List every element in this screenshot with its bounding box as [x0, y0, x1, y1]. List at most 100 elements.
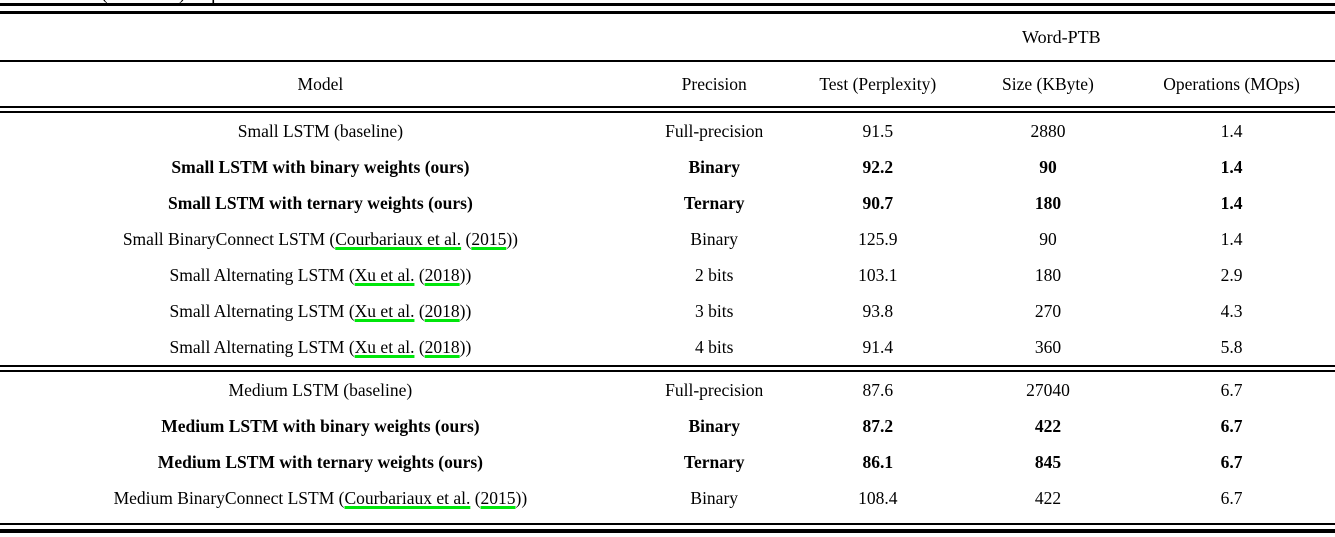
- model-name-text: (: [414, 264, 425, 285]
- citation-link[interactable]: Xu et al.: [354, 264, 415, 285]
- operations-mops-cell: 1.4: [1220, 120, 1243, 141]
- model-cell: Medium LSTM (baseline): [0, 369, 641, 409]
- citation-year-link[interactable]: 2018: [424, 264, 460, 285]
- precision-cell: Binary: [690, 228, 739, 249]
- model-cell: Small LSTM with ternary weights (ours): [0, 185, 641, 221]
- group-header-spacer: [0, 14, 788, 62]
- citation-link[interactable]: Xu et al.: [354, 300, 415, 321]
- precision-cell: Binary: [688, 415, 740, 436]
- model-cell: Small BinaryConnect LSTM (Courbariaux et…: [0, 221, 641, 257]
- operations-mops-cell: 4.3: [1220, 300, 1243, 321]
- table-row: Medium LSTM (baseline) Full-precision 87…: [0, 369, 1335, 409]
- test-perplexity-cell: 103.1: [858, 264, 898, 285]
- model-cell: Small Alternating LSTM (Xu et al. (2018)…: [0, 257, 641, 293]
- citation-year-link[interactable]: 2018: [424, 300, 460, 321]
- column-header-precision: Precision: [640, 61, 788, 113]
- model-name-text: )): [506, 228, 518, 249]
- test-perplexity-cell: 91.5: [862, 120, 894, 141]
- citation-link[interactable]: Xu et al.: [354, 336, 415, 357]
- model-name-text: Small BinaryConnect LSTM (: [122, 228, 336, 249]
- operations-mops-cell: 6.7: [1220, 487, 1243, 508]
- precision-cell: Full-precision: [665, 120, 764, 141]
- table-row: Small LSTM with binary weights (ours) Bi…: [0, 149, 1335, 185]
- size-kbyte-cell: 845: [1034, 451, 1062, 472]
- operations-mops-cell: 6.7: [1220, 415, 1243, 436]
- table-row: Medium LSTM with ternary weights (ours) …: [0, 444, 1335, 480]
- model-cell: Medium BinaryConnect LSTM (Courbariaux e…: [0, 480, 641, 516]
- operations-mops-cell: 1.4: [1220, 156, 1243, 177]
- model-name-text: Small LSTM with ternary weights (ours): [168, 192, 473, 213]
- model-name-text: )): [459, 300, 472, 321]
- citation-year-link[interactable]: 2015: [471, 228, 507, 249]
- column-header-operations-mops: Operations (MOps): [1128, 61, 1335, 113]
- operations-mops-cell: 5.8: [1220, 336, 1243, 357]
- results-table: Word-PTB Model Precision Test (Perplexit…: [0, 14, 1335, 516]
- test-perplexity-cell: 125.9: [858, 228, 898, 249]
- small-models-section: Small LSTM (baseline) Full-precision 91.…: [0, 110, 1335, 369]
- precision-cell: Binary: [690, 487, 739, 508]
- column-header-size-kbyte: Size (KByte): [967, 61, 1129, 113]
- table-top-double-rule: [0, 3, 1335, 14]
- model-name-text: (: [470, 487, 481, 508]
- size-kbyte-cell: 180: [1034, 192, 1062, 213]
- size-kbyte-cell: 270: [1034, 300, 1062, 321]
- test-perplexity-cell: 87.2: [862, 415, 894, 436]
- citation-year-link[interactable]: 2018: [424, 336, 460, 357]
- medium-models-section: Medium LSTM (baseline) Full-precision 87…: [0, 368, 1335, 517]
- table-row: Small LSTM (baseline) Full-precision 91.…: [0, 110, 1335, 150]
- model-cell: Small LSTM (baseline): [0, 110, 641, 150]
- table-row: Small Alternating LSTM (Xu et al. (2018)…: [0, 329, 1335, 369]
- operations-mops-cell: 6.7: [1220, 451, 1243, 472]
- model-name-text: Medium LSTM with binary weights (ours): [161, 415, 480, 436]
- column-header-row: Model Precision Test (Perplexity) Size (…: [0, 61, 1335, 113]
- test-perplexity-cell: 87.6: [862, 379, 894, 400]
- citation-year-link[interactable]: 2015: [480, 487, 516, 508]
- size-kbyte-cell: 360: [1034, 336, 1062, 357]
- table-row: Medium LSTM with binary weights (ours) B…: [0, 408, 1335, 444]
- operations-mops-cell: 1.4: [1220, 192, 1243, 213]
- model-name-text: Medium LSTM with ternary weights (ours): [157, 451, 483, 472]
- model-name-text: Small Alternating LSTM (: [169, 300, 355, 321]
- model-cell: Small Alternating LSTM (Xu et al. (2018)…: [0, 329, 641, 369]
- size-kbyte-cell: 422: [1034, 487, 1062, 508]
- model-name-text: Medium LSTM (baseline): [228, 379, 413, 400]
- model-cell: Medium LSTM with binary weights (ours): [0, 408, 641, 444]
- column-header-model: Model: [0, 61, 641, 113]
- model-name-text: Small LSTM with binary weights (ours): [171, 156, 470, 177]
- test-perplexity-cell: 108.4: [858, 487, 898, 508]
- precision-cell: 4 bits: [695, 336, 734, 357]
- test-perplexity-cell: 86.1: [862, 451, 894, 472]
- table-row: Small BinaryConnect LSTM (Courbariaux et…: [0, 221, 1335, 257]
- caption-fragment-descender: p: [211, 0, 221, 4]
- table-row: Small Alternating LSTM (Xu et al. (2018)…: [0, 257, 1335, 293]
- citation-link[interactable]: Courbariaux et al.: [344, 487, 471, 508]
- size-kbyte-cell: 180: [1034, 264, 1062, 285]
- model-name-text: )): [459, 336, 472, 357]
- size-kbyte-cell: 90: [1039, 228, 1057, 249]
- table-row: Medium BinaryConnect LSTM (Courbariaux e…: [0, 480, 1335, 516]
- size-kbyte-cell: 90: [1039, 156, 1057, 177]
- column-header-test-perplexity: Test (Perplexity): [787, 61, 968, 113]
- model-cell: Small LSTM with binary weights (ours): [0, 149, 641, 185]
- model-name-text: Medium BinaryConnect LSTM (: [113, 487, 345, 508]
- size-kbyte-cell: 422: [1034, 415, 1062, 436]
- operations-mops-cell: 6.7: [1220, 379, 1243, 400]
- model-name-text: (: [461, 228, 472, 249]
- table-bottom-double-rule: [0, 523, 1335, 533]
- model-name-text: Small Alternating LSTM (: [169, 264, 355, 285]
- precision-cell: Ternary: [683, 451, 745, 472]
- precision-cell: 3 bits: [695, 300, 734, 321]
- test-perplexity-cell: 91.4: [862, 336, 894, 357]
- caption-fragment-open-paren: (: [101, 0, 108, 3]
- model-cell: Small Alternating LSTM (Xu et al. (2018)…: [0, 293, 641, 329]
- model-name-text: )): [515, 487, 528, 508]
- citation-link[interactable]: Courbariaux et al.: [335, 228, 462, 249]
- size-kbyte-cell: 2880: [1030, 120, 1066, 141]
- model-name-text: (: [414, 336, 425, 357]
- table-row: Small LSTM with ternary weights (ours) T…: [0, 185, 1335, 221]
- precision-cell: 2 bits: [695, 264, 734, 285]
- test-perplexity-cell: 92.2: [862, 156, 894, 177]
- dataset-group-header-row: Word-PTB: [0, 14, 1335, 62]
- model-name-text: (: [414, 300, 425, 321]
